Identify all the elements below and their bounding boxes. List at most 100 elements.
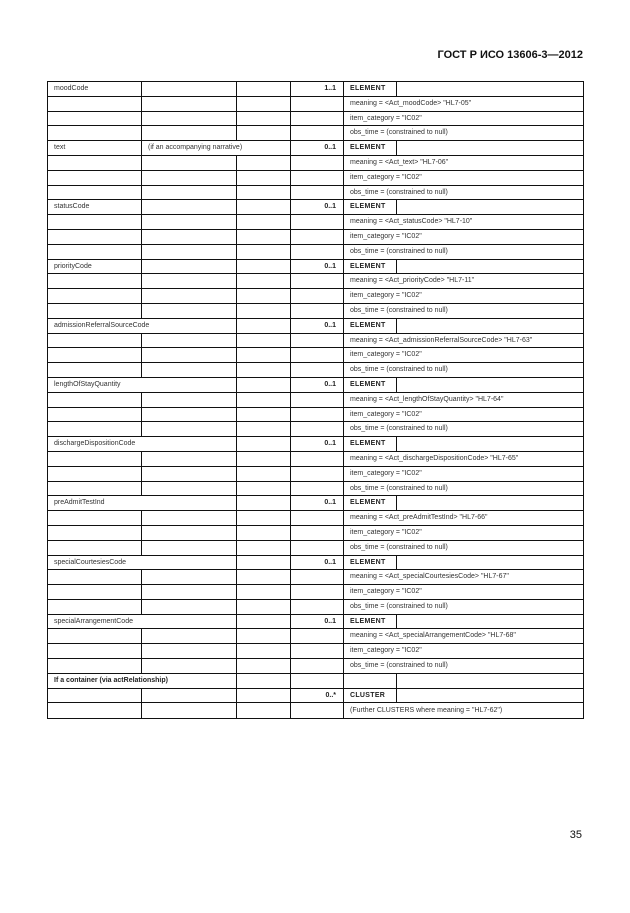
table-cell	[396, 436, 584, 452]
table-cell	[47, 465, 142, 482]
table-cell	[290, 450, 344, 467]
table-cell	[290, 184, 344, 201]
table-cell	[290, 273, 344, 290]
table-cell	[290, 243, 344, 260]
table-cell	[47, 184, 142, 201]
cardinality: 0..1	[290, 317, 344, 334]
table-cell	[47, 391, 142, 408]
table-row: meaning = <Act_admissionReferralSourceCo…	[47, 332, 584, 349]
table-cell	[141, 332, 237, 349]
mapping-rule: item_category = "IC02"	[343, 584, 584, 600]
table-cell	[47, 702, 142, 720]
table-cell	[141, 288, 237, 304]
table-row: meaning = <Act_priorityCode> "HL7-11"	[47, 273, 584, 290]
cardinality: 0..1	[290, 495, 344, 512]
table-cell	[236, 584, 291, 600]
table-row-attribute: moodCode 1..1 ELEMENT	[47, 81, 584, 97]
table-row: item_category = "IC02"	[47, 643, 584, 660]
attribute-name: statusCode	[47, 199, 142, 216]
mapping-rule: obs_time = (constrained to null)	[343, 480, 584, 497]
table-cell	[396, 376, 584, 393]
mapping-rule: obs_time = (constrained to null)	[343, 125, 584, 142]
cardinality: 0..*	[290, 687, 344, 704]
table-cell	[141, 199, 237, 216]
table-cell	[141, 421, 237, 438]
mapping-rule: meaning = <Act_priorityCode> "HL7-11"	[343, 273, 584, 290]
mapping-rule: meaning = <Act_preAdmitTestInd> "HL7-66"	[343, 510, 584, 526]
mapping-rule: (Further CLUSTERS where meaning = "HL7-6…	[343, 702, 584, 720]
table-cell	[236, 524, 291, 541]
container-heading: If a container (via actRelationship)	[47, 672, 237, 689]
table-row: meaning = <Act_moodCode> "HL7-05"	[47, 95, 584, 112]
table-cell	[236, 332, 291, 349]
table-cell	[290, 421, 344, 438]
table-cell	[236, 495, 291, 512]
table-cell	[47, 628, 142, 645]
node-type: CLUSTER	[343, 687, 397, 704]
table-cell	[396, 317, 584, 334]
table-cell	[290, 406, 344, 423]
table-cell	[47, 362, 142, 378]
table-cell	[141, 480, 237, 497]
table-cell	[290, 332, 344, 349]
table-row-attribute: lengthOfStayQuantity 0..1 ELEMENT	[47, 376, 584, 393]
table-cell	[141, 302, 237, 319]
table-cell	[47, 450, 142, 467]
table-cell	[290, 214, 344, 230]
mapping-rule: meaning = <Act_specialArrangementCode> "…	[343, 628, 584, 645]
table-row: obs_time = (constrained to null)	[47, 184, 584, 201]
node-type: ELEMENT	[343, 317, 397, 334]
table-row: meaning = <Act_dischargeDispositionCode>…	[47, 450, 584, 467]
table-cell	[290, 524, 344, 541]
table-cell	[236, 450, 291, 467]
table-row: item_category = "IC02"	[47, 228, 584, 245]
table-row: obs_time = (constrained to null)	[47, 243, 584, 260]
table-cell	[141, 406, 237, 423]
table-row: item_category = "IC02"	[47, 347, 584, 364]
table-cell	[236, 199, 291, 216]
cardinality: 0..1	[290, 376, 344, 393]
table-cell	[290, 228, 344, 245]
mapping-rule: obs_time = (constrained to null)	[343, 243, 584, 260]
table-row: item_category = "IC02"	[47, 288, 584, 304]
table-row: meaning = <Act_specialArrangementCode> "…	[47, 628, 584, 645]
table-row: (Further CLUSTERS where meaning = "HL7-6…	[47, 702, 584, 720]
table-cell	[141, 658, 237, 674]
table-row-attribute: statusCode 0..1 ELEMENT	[47, 199, 584, 216]
mapping-rule: item_category = "IC02"	[343, 288, 584, 304]
table-cell	[141, 169, 237, 186]
table-cell	[47, 347, 142, 364]
table-cell	[141, 450, 237, 467]
attribute-name: admissionReferralSourceCode	[47, 317, 237, 334]
table-cell	[290, 672, 344, 689]
table-cell	[236, 258, 291, 275]
table-row: item_category = "IC02"	[47, 406, 584, 423]
table-cell	[47, 510, 142, 526]
table-cell	[290, 288, 344, 304]
table-cell	[290, 302, 344, 319]
table-cell	[396, 199, 584, 216]
node-type: ELEMENT	[343, 140, 397, 156]
table-cell	[141, 362, 237, 378]
table-row-attribute: specialCourtesiesCode 0..1 ELEMENT	[47, 554, 584, 571]
table-cell	[290, 95, 344, 112]
table-cell	[141, 510, 237, 526]
table-cell	[236, 81, 291, 97]
table-cell	[236, 317, 291, 334]
attribute-name: text	[47, 140, 142, 156]
cardinality: 0..1	[290, 436, 344, 452]
mapping-rule: item_category = "IC02"	[343, 228, 584, 245]
table-cell	[396, 687, 584, 704]
table-cell	[141, 214, 237, 230]
table-cell	[236, 643, 291, 660]
table-cell	[236, 539, 291, 556]
table-cell	[236, 658, 291, 674]
table-row: item_category = "IC02"	[47, 524, 584, 541]
table-cell	[290, 598, 344, 615]
node-type: ELEMENT	[343, 613, 397, 630]
table-cell	[47, 569, 142, 586]
table-row-attribute: text (if an accompanying narrative) 0..1 EL…	[47, 140, 584, 156]
mapping-rule: obs_time = (constrained to null)	[343, 362, 584, 378]
table-cell	[290, 362, 344, 378]
table-row: meaning = <Act_specialCourtesiesCode> "H…	[47, 569, 584, 586]
